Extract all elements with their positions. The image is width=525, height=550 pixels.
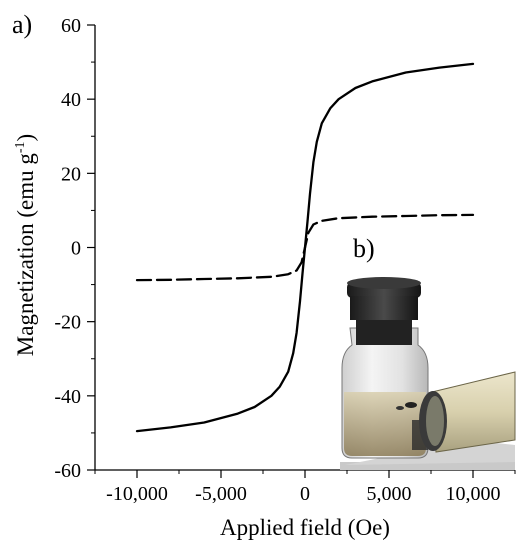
x-tick-label: 10,000: [446, 483, 501, 505]
series-layer: [135, 62, 475, 433]
y-tick-label: 60: [61, 15, 81, 37]
y-tick-label: -20: [54, 312, 81, 334]
y-axis-label: Magnetization (emu g-1): [13, 134, 38, 356]
series-line-dashed-1: [135, 213, 475, 282]
y-axis-label-sup: -1: [13, 141, 28, 153]
y-tick-label: -40: [54, 386, 81, 408]
axis-ticks: -10,000 -5,000 0 5,000 10,000 -60 -40 -20 0 20 40 6…: [54, 15, 516, 505]
y-tick-label: 20: [61, 163, 81, 185]
y-tick-label: -60: [54, 460, 81, 482]
x-tick-label: 0: [300, 483, 310, 505]
x-tick-label: -5,000: [195, 483, 247, 505]
panel-label-a: a): [12, 10, 32, 39]
y-tick-label: 0: [71, 238, 81, 260]
y-tick-label: 40: [61, 89, 81, 111]
x-axis-label: Applied field (Oe): [220, 515, 390, 540]
y-axis-label-main: Magnetization (emu g: [13, 153, 38, 357]
y-axis-label-close: ): [13, 134, 38, 142]
x-tick-label: 5,000: [367, 483, 412, 505]
panel-label-b: b): [353, 234, 375, 263]
vial-with-magnet-photo: [340, 277, 516, 470]
x-tick-label: -10,000: [106, 483, 168, 505]
